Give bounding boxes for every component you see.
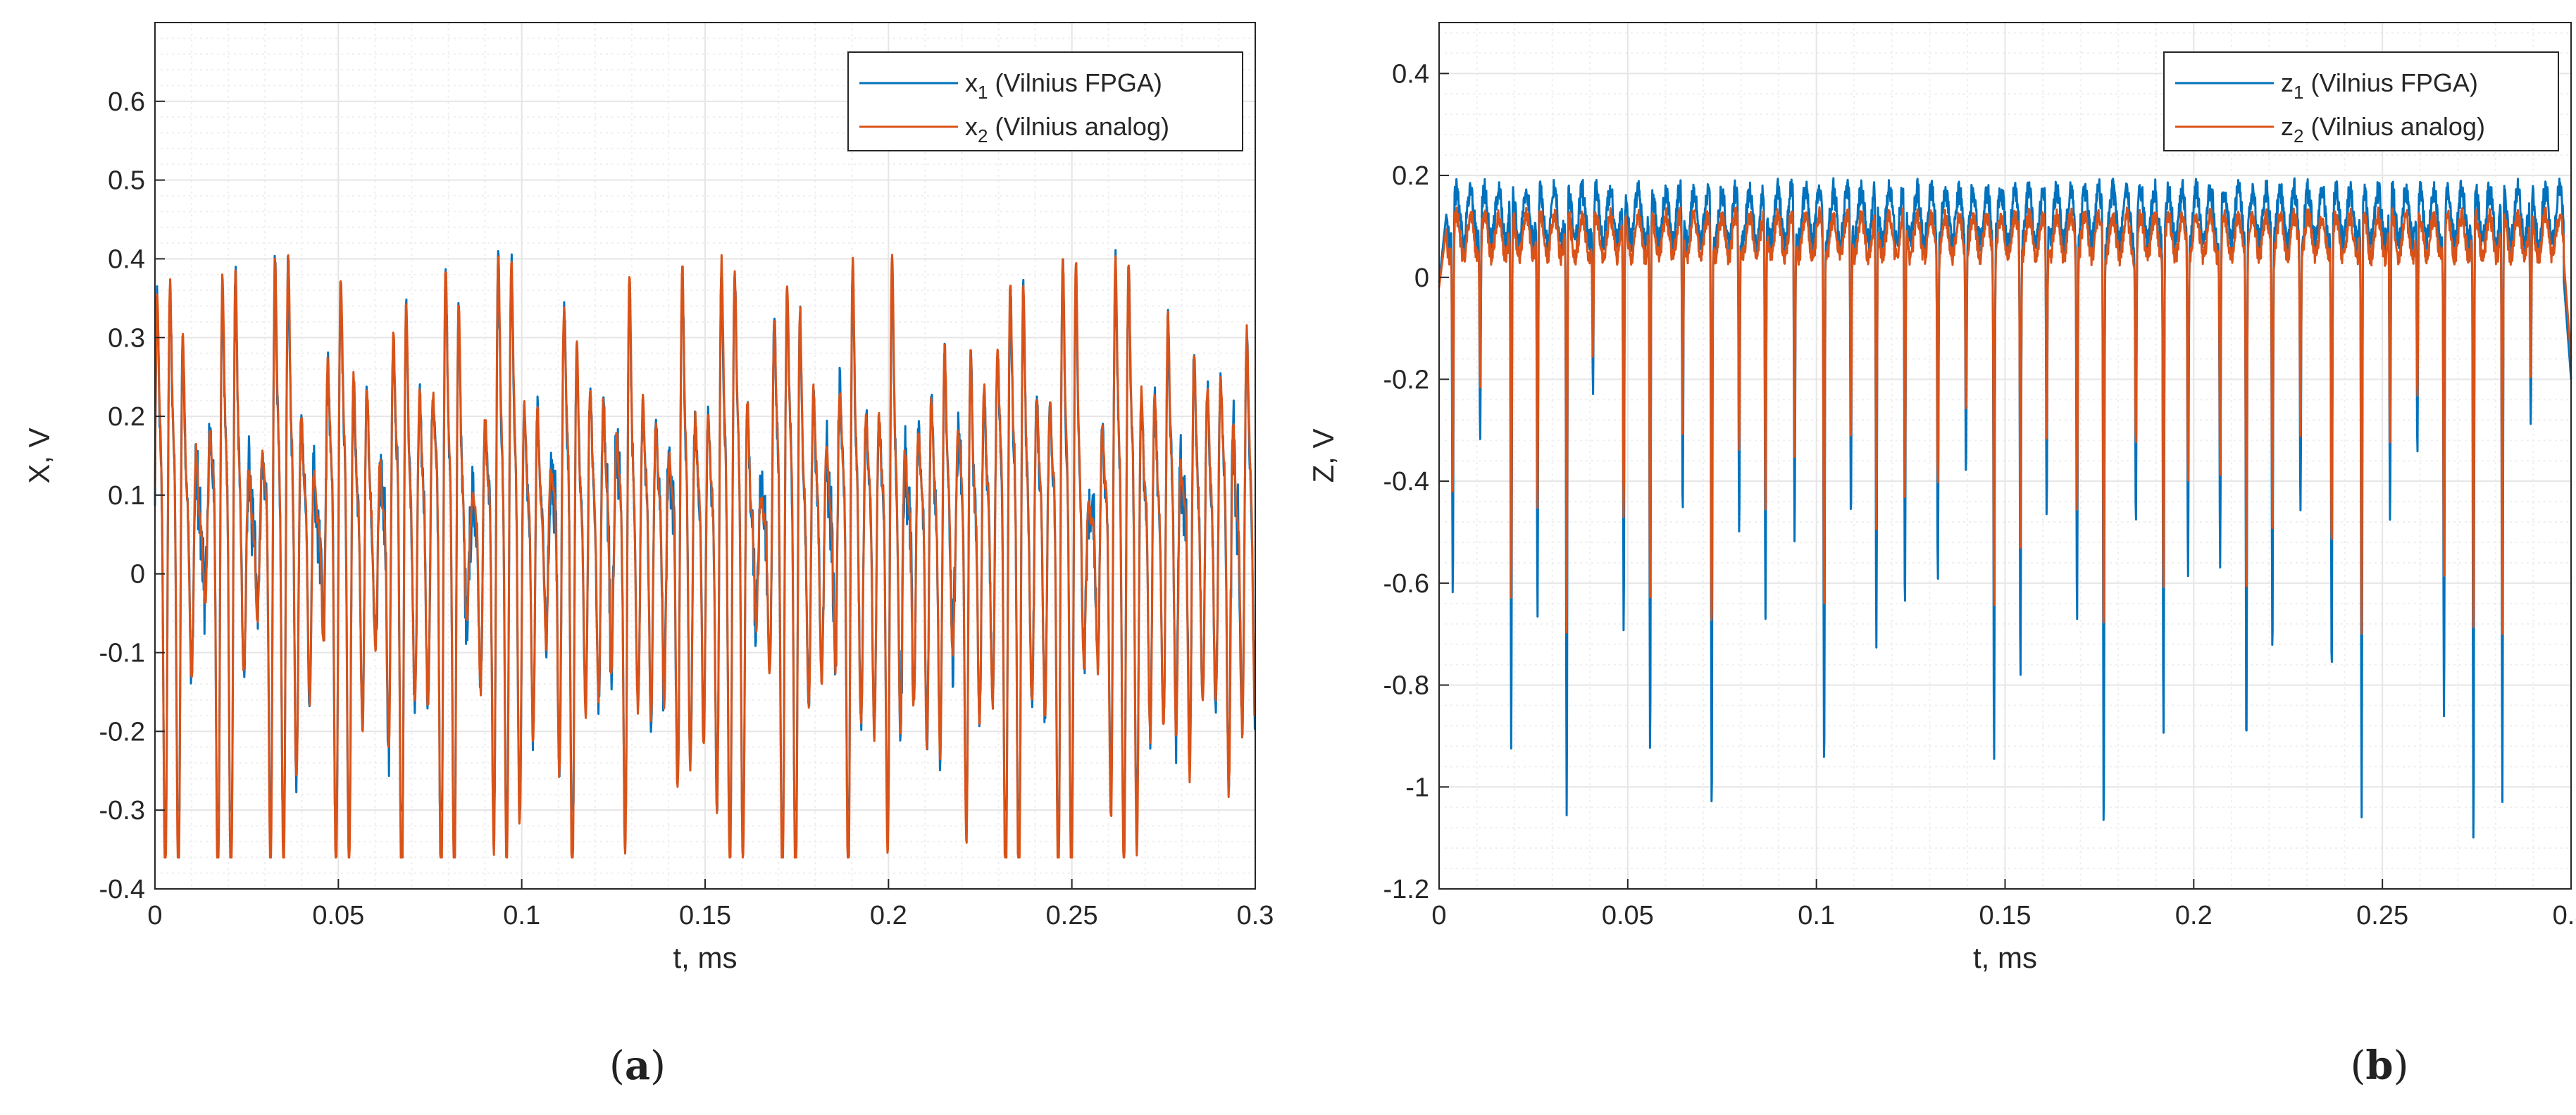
x-axis-label: t, ms bbox=[673, 941, 738, 974]
panel-label-b: (b) bbox=[2350, 1042, 2409, 1089]
chart-b: 0 0.05 0.1 0.15 0.2 0.25 0.3 -1.2 -1 -0.8 -0.6 -0.4… bbox=[1307, 22, 2576, 974]
x-tick-label: 0.25 bbox=[2356, 901, 2408, 930]
y-tick-label: -0.2 bbox=[1383, 365, 1429, 394]
x-tick-label: 0.2 bbox=[2175, 901, 2213, 930]
panel-a: 0 0.05 0.1 0.15 0.2 0.25 0.3 -0.4 -0.3 -0.2 -0.1 0 0… bbox=[23, 22, 1274, 1089]
legend-entry-1: z1 (Vilnius FPGA) bbox=[2281, 68, 2478, 103]
y-tick-label: -1.2 bbox=[1383, 875, 1429, 904]
y-tick-label: 0.2 bbox=[1392, 161, 1429, 191]
x-tick-label: 0.2 bbox=[870, 901, 907, 930]
x-tick-label: 0.25 bbox=[1046, 901, 1098, 930]
y-tick-label: 0.4 bbox=[108, 244, 145, 274]
series-line-2 bbox=[154, 254, 1257, 859]
y-tick-label: 0.4 bbox=[1392, 59, 1429, 89]
y-tick-label: -0.6 bbox=[1383, 569, 1429, 599]
y-tick-label: -0.4 bbox=[1383, 467, 1429, 497]
series-line-2 bbox=[1438, 206, 2572, 635]
x-tick-label: 0 bbox=[147, 901, 162, 930]
y-tick-label: 0 bbox=[1414, 263, 1429, 293]
y-tick-label: 0.1 bbox=[108, 481, 145, 511]
x-tick-label: 0.15 bbox=[679, 901, 731, 930]
x-tick-label: 0.1 bbox=[1798, 901, 1835, 930]
y-tick-label: -0.1 bbox=[99, 639, 145, 668]
x-tick-label: 0.1 bbox=[503, 901, 540, 930]
y-tick-label: 0 bbox=[130, 560, 145, 590]
y-axis-label: Z, V bbox=[1307, 428, 1340, 482]
y-tick-label: 0.3 bbox=[108, 323, 145, 353]
y-tick-label: -0.3 bbox=[99, 796, 145, 826]
y-tick-label: -1 bbox=[1405, 773, 1429, 802]
y-tick-label: 0.6 bbox=[108, 87, 145, 117]
x-tick-label: 0 bbox=[1431, 901, 1446, 930]
legend-a: x1 (Vilnius FPGA) x2 (Vilnius analog) bbox=[847, 51, 1243, 151]
panel-label-a: (a) bbox=[609, 1042, 666, 1089]
legend-entry-2: z2 (Vilnius analog) bbox=[2281, 112, 2485, 147]
y-tick-label: -0.4 bbox=[99, 875, 145, 904]
legend-box bbox=[847, 51, 1243, 151]
legend-b: z1 (Vilnius FPGA) z2 (Vilnius analog) bbox=[2163, 51, 2559, 151]
chart-a: 0 0.05 0.1 0.15 0.2 0.25 0.3 -0.4 -0.3 -0.2 -0.1 0 0… bbox=[23, 22, 1274, 974]
x-tick-label: 0.05 bbox=[312, 901, 364, 930]
x-axis-label: t, ms bbox=[1973, 941, 2037, 974]
x-tick-label: 0.3 bbox=[1237, 901, 1274, 930]
legend-entry-2: x2 (Vilnius analog) bbox=[965, 112, 1169, 147]
y-axis-label: X, V bbox=[23, 428, 56, 483]
x-tick-label: 0.15 bbox=[1979, 901, 2031, 930]
legend-box bbox=[2163, 51, 2559, 151]
y-tick-label: -0.2 bbox=[99, 717, 145, 747]
y-tick-label: -0.8 bbox=[1383, 671, 1429, 701]
panel-b: 0 0.05 0.1 0.15 0.2 0.25 0.3 -1.2 -1 -0.8 -0.6 -0.4… bbox=[1288, 0, 2576, 1115]
x-tick-label: 0.3 bbox=[2553, 901, 2576, 930]
y-tick-label: 0.5 bbox=[108, 166, 145, 196]
legend-entry-1: x1 (Vilnius FPGA) bbox=[965, 68, 1162, 103]
x-tick-label: 0.05 bbox=[1602, 901, 1654, 930]
y-tick-label: 0.2 bbox=[108, 402, 145, 432]
